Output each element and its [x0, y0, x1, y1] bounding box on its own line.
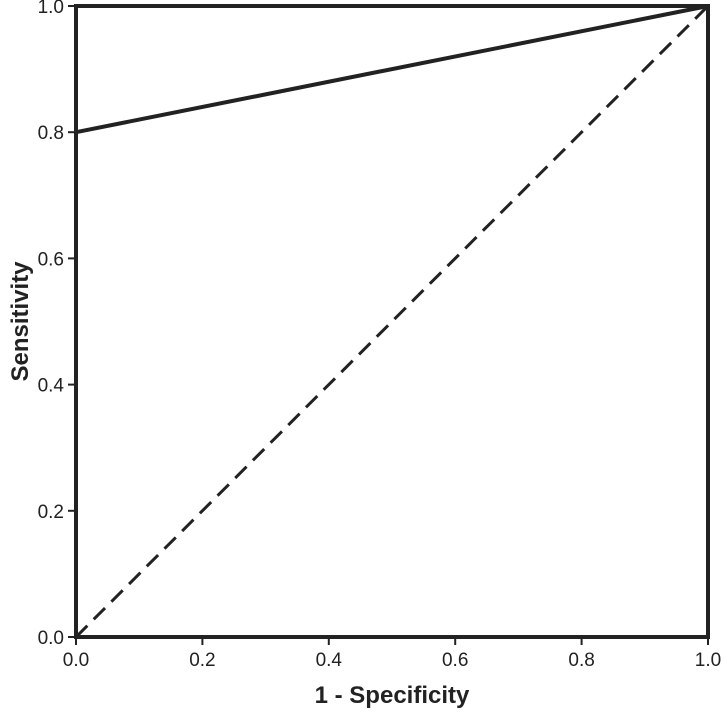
x-tick-label: 0.6 [442, 650, 468, 671]
x-tick-label: 0.0 [63, 650, 89, 671]
plot-frame [74, 4, 710, 639]
y-tick-label: 1.0 [38, 0, 64, 18]
tick-labels-group: 0.0 0.2 0.4 0.6 0.8 1.0 0.0 0.2 0.4 0.6 0.8 1.0 [38, 0, 722, 671]
y-tick-label: 0.4 [38, 376, 65, 397]
x-tick-label: 1.0 [695, 650, 721, 671]
y-tick-label: 0.6 [38, 249, 64, 270]
y-tick-label: 0.8 [38, 123, 64, 144]
y-tick-label: 0.2 [38, 502, 64, 523]
series-group [74, 4, 710, 639]
reference-diagonal-line [74, 4, 710, 639]
y-axis-title: Sensitivity [7, 261, 34, 382]
x-tick-label: 0.8 [568, 650, 594, 671]
x-tick-label: 0.2 [189, 650, 215, 671]
y-tick-label: 0.0 [38, 628, 64, 649]
x-axis-title: 1 - Specificity [315, 682, 470, 709]
x-tick-label: 0.4 [316, 650, 343, 671]
